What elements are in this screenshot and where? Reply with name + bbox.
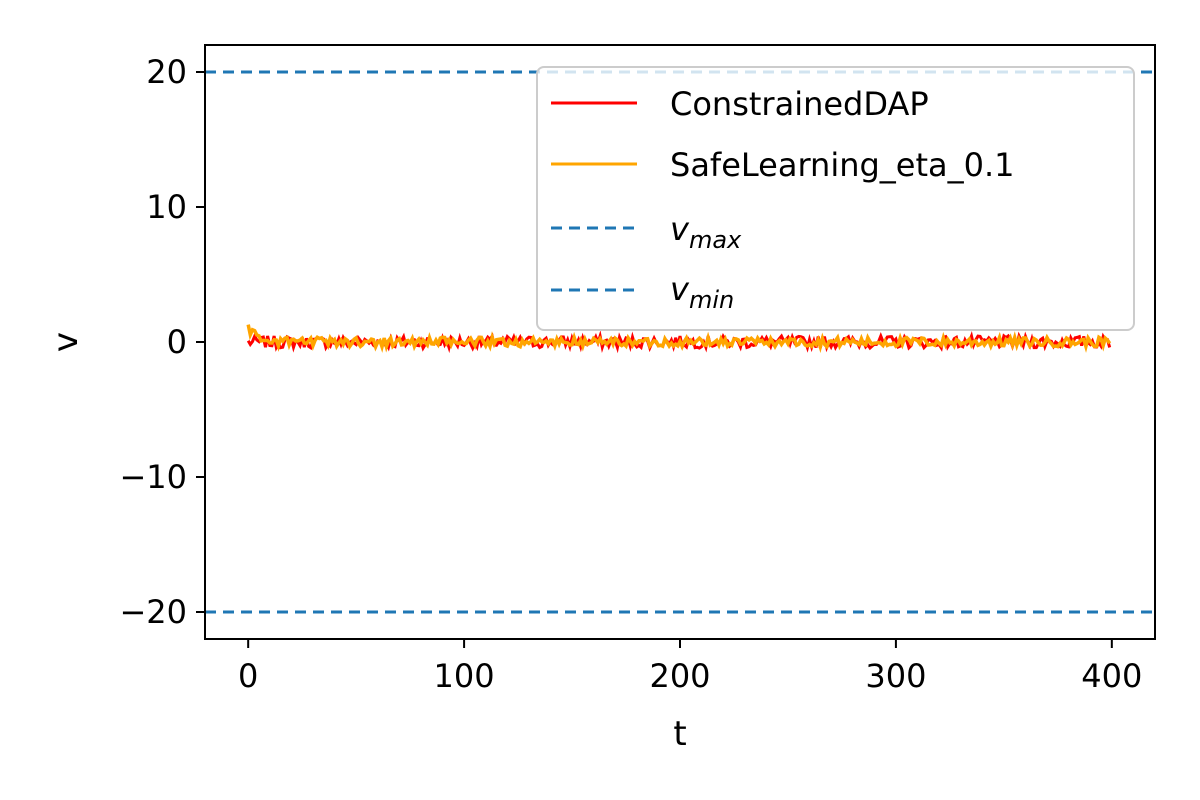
x-tick-label: 100 <box>434 657 495 695</box>
x-tick-label: 0 <box>238 657 258 695</box>
x-tick-label: 400 <box>1081 657 1142 695</box>
legend-label-vmin-sub: min <box>689 286 734 314</box>
x-tick-label: 300 <box>865 657 926 695</box>
legend-label-safelearning: SafeLearning_eta_0.1 <box>670 146 1015 184</box>
legend-box <box>536 66 1135 331</box>
y-tick-label: 10 <box>146 188 187 226</box>
legend-label-vmin: vmin <box>670 270 734 314</box>
x-axis-label: t <box>673 714 686 754</box>
legend-label-vmin-base: v <box>670 270 690 308</box>
y-tick-label: −20 <box>119 593 187 631</box>
y-axis: −20 −10 0 10 20 <box>119 53 205 631</box>
series-line-safelearning <box>246 324 1112 354</box>
y-tick-label: 20 <box>146 53 187 91</box>
legend-label-vmax-base: v <box>670 210 690 248</box>
legend-label-vmax: vmax <box>670 210 742 254</box>
legend: ConstrainedDAP SafeLearning_eta_0.1 vmax… <box>536 66 1135 331</box>
x-tick-label: 200 <box>649 657 710 695</box>
y-tick-label: 0 <box>167 323 187 361</box>
y-axis-label: v <box>46 332 86 352</box>
x-axis: 0 100 200 300 400 <box>238 639 1142 695</box>
y-tick-label: −10 <box>119 458 187 496</box>
legend-label-constraineddap: ConstrainedDAP <box>670 85 929 123</box>
legend-label-vmax-sub: max <box>689 226 742 254</box>
